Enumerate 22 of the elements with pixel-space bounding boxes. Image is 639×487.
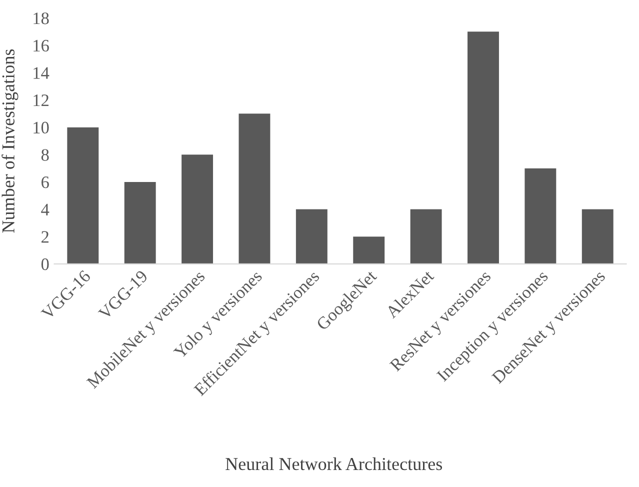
x-axis-title: Neural Network Architectures [226,457,442,470]
bar [296,209,328,264]
y-tick-label: 2 [42,231,48,243]
bar [238,114,270,264]
y-tick-label: 10 [34,122,49,134]
y-tick-label: 18 [34,12,49,24]
y-tick-label: 6 [42,176,49,188]
y-tick-label: 16 [34,40,49,52]
y-axis-title: Number of Investigations [2,49,18,233]
bar [582,209,614,264]
y-tick-label: 8 [41,149,49,161]
bar [67,127,99,264]
bar [182,154,214,264]
bar [124,182,156,264]
bar [468,32,499,264]
bar [524,168,556,264]
y-tick-label: 0 [41,258,49,270]
y-tick-label: 12 [34,94,48,106]
bar [410,209,442,264]
y-tick-label: 14 [34,67,50,79]
y-tick-label: 4 [41,204,50,216]
bar [353,236,385,264]
